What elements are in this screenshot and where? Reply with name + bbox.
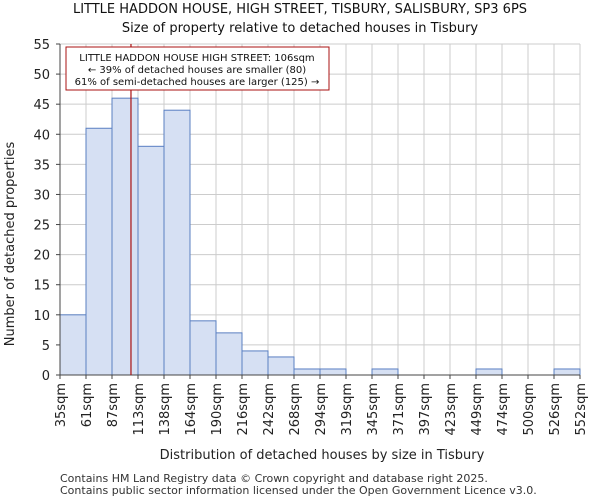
x-tick-label: 449sqm [470, 383, 485, 436]
bar [111, 97, 139, 376]
bar [319, 368, 347, 376]
x-tick-label: 319sqm [340, 383, 355, 436]
bar [241, 350, 269, 376]
footer-licence: Contains public sector information licen… [60, 484, 537, 497]
x-tick-label: 113sqm [132, 383, 147, 436]
x-tick-label: 87sqm [106, 383, 121, 427]
y-tick-label: 40 [33, 128, 50, 143]
annotation-frame [65, 46, 330, 91]
bar [189, 320, 217, 376]
bar [85, 127, 113, 376]
bar [163, 109, 191, 376]
x-tick-label: 552sqm [574, 383, 589, 436]
y-tick-label: 30 [33, 188, 50, 203]
bar [371, 368, 399, 376]
y-tick-label: 55 [33, 38, 50, 53]
bar [215, 332, 243, 376]
x-axis-label: Distribution of detached houses by size … [160, 448, 485, 463]
x-tick-label: 61sqm [80, 383, 95, 427]
y-tick-label: 50 [33, 68, 50, 83]
y-tick-label: 15 [33, 279, 50, 294]
bar [59, 314, 87, 376]
x-tick-label: 345sqm [366, 383, 381, 436]
bar [553, 368, 581, 376]
bar [137, 145, 165, 376]
x-tick-label: 423sqm [444, 383, 459, 436]
y-tick-label: 35 [33, 158, 50, 173]
x-tick-label: 242sqm [262, 383, 277, 436]
x-tick-label: 164sqm [184, 383, 199, 436]
annotation-line-2: ← 39% of detached houses are smaller (80… [88, 65, 306, 76]
x-tick-label: 397sqm [418, 383, 433, 436]
bar [475, 368, 503, 376]
x-axis: 35sqm 61sqm 87sqm 113sqm 138sqm 164sqm 190sqm 2… [54, 374, 589, 436]
y-tick-label: 5 [42, 339, 50, 354]
annotation-box: LITTLE HADDON HOUSE HIGH STREET: 106sqm … [65, 46, 330, 91]
chart-subtitle: Size of property relative to detached ho… [121, 21, 479, 36]
y-tick-label: 10 [33, 309, 50, 324]
y-tick-label: 0 [42, 369, 50, 384]
bars [59, 97, 581, 376]
bar [267, 356, 295, 376]
annotation-line-1: LITTLE HADDON HOUSE HIGH STREET: 106sqm [79, 53, 314, 64]
y-tick-label: 25 [33, 219, 50, 234]
x-tick-label: 216sqm [236, 383, 251, 436]
x-tick-label: 138sqm [158, 383, 173, 436]
bar [293, 368, 321, 376]
x-tick-label: 526sqm [548, 383, 563, 436]
footer-copyright: Contains HM Land Registry data © Crown c… [60, 472, 488, 485]
y-tick-label: 45 [33, 98, 50, 113]
x-tick-label: 294sqm [314, 383, 329, 436]
x-tick-label: 474sqm [496, 383, 511, 436]
x-tick-label: 500sqm [522, 383, 537, 436]
x-tick-label: 371sqm [392, 383, 407, 436]
x-tick-label: 268sqm [288, 383, 303, 436]
y-axis-label: Number of detached properties [3, 142, 18, 347]
annotation-line-3: 61% of semi-detached houses are larger (… [75, 77, 320, 88]
y-axis: 0 5 10 15 20 25 30 35 40 45 50 55 [33, 38, 61, 384]
x-tick-label: 35sqm [54, 383, 69, 427]
y-tick-label: 20 [33, 249, 50, 264]
chart-title: LITTLE HADDON HOUSE, HIGH STREET, TISBUR… [72, 2, 528, 17]
x-tick-label: 190sqm [210, 383, 225, 436]
